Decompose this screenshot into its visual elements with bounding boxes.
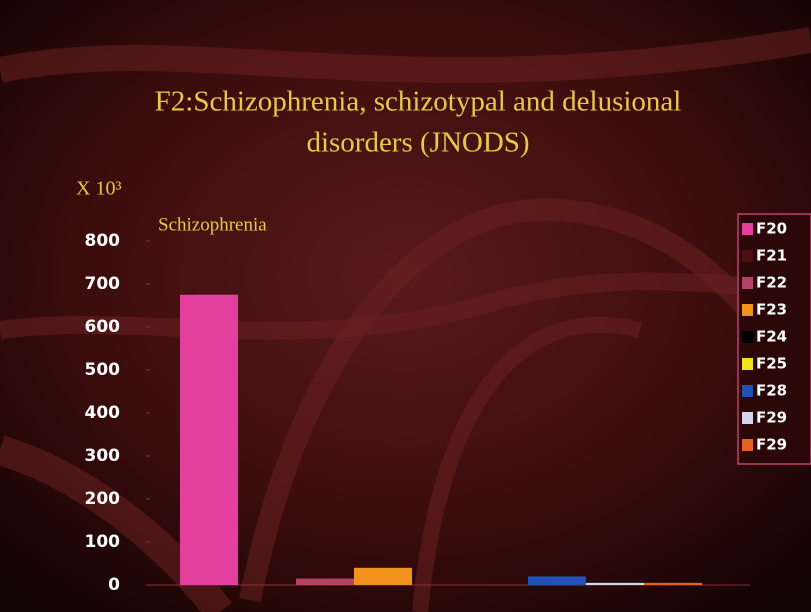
y-tick-label: 0	[108, 575, 120, 595]
y-tick-label: 400	[85, 403, 121, 423]
legend-label: F23	[756, 301, 787, 319]
legend-swatch	[742, 358, 753, 370]
chart-title: F2:Schizophrenia, schizotypal and delusi…	[155, 86, 682, 118]
legend-swatch	[742, 250, 753, 262]
chart-title: disorders (JNODS)	[306, 127, 529, 159]
legend-label: F29	[756, 409, 787, 427]
legend-label: F24	[756, 328, 787, 346]
legend-label: F25	[756, 355, 787, 373]
bar	[644, 582, 702, 585]
y-tick-label: 800	[85, 231, 121, 251]
legend-label: F28	[756, 382, 787, 400]
bar	[586, 582, 644, 585]
y-tick-label: 600	[85, 317, 121, 337]
legend-label: F20	[756, 220, 787, 238]
legend-label: F22	[756, 274, 787, 292]
y-tick-label: 500	[85, 360, 121, 380]
y-tick-label: 300	[85, 446, 121, 466]
bar	[296, 578, 354, 585]
legend-swatch	[742, 223, 753, 235]
bar	[354, 567, 412, 585]
y-tick-label: 100	[85, 532, 121, 552]
legend-swatch	[742, 304, 753, 316]
bar	[180, 294, 238, 585]
annotation: Schizophrenia	[158, 214, 267, 235]
legend-swatch	[742, 277, 753, 289]
legend-swatch	[742, 385, 753, 397]
legend-label: F21	[756, 247, 787, 265]
bar	[528, 576, 586, 585]
legend-swatch	[742, 331, 753, 343]
y-axis-label: X 10³	[76, 178, 121, 200]
legend-swatch	[742, 412, 753, 424]
legend-label: F29	[756, 436, 787, 454]
legend-swatch	[742, 439, 753, 451]
y-tick-label: 700	[85, 274, 121, 294]
y-tick-label: 200	[85, 489, 121, 509]
